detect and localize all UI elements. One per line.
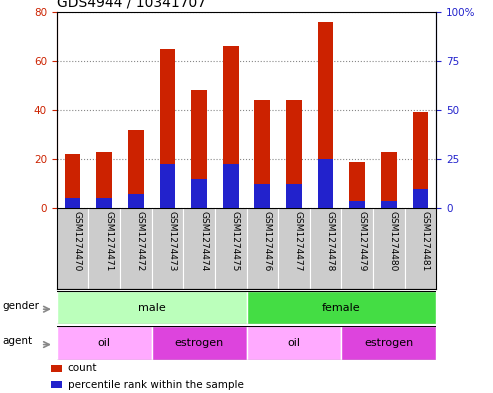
Text: GSM1274472: GSM1274472	[136, 211, 145, 271]
Bar	[254, 184, 270, 208]
Bar	[278, 208, 310, 289]
Bar	[57, 291, 246, 324]
Text: male: male	[138, 303, 166, 312]
Text: GSM1274474: GSM1274474	[199, 211, 208, 271]
Bar	[246, 291, 436, 324]
Bar	[128, 193, 143, 208]
Bar	[405, 208, 436, 289]
Text: oil: oil	[287, 338, 300, 348]
Text: oil: oil	[98, 338, 110, 348]
Bar	[317, 22, 333, 208]
Text: gender: gender	[3, 301, 40, 311]
Text: count: count	[68, 363, 97, 373]
Text: GSM1274480: GSM1274480	[389, 211, 398, 271]
Text: GSM1274471: GSM1274471	[104, 211, 113, 271]
Bar	[51, 381, 62, 388]
Bar	[341, 208, 373, 289]
Bar	[350, 201, 365, 208]
Bar	[57, 208, 88, 289]
Bar	[286, 184, 302, 208]
Bar	[254, 100, 270, 208]
Bar	[152, 326, 246, 360]
Bar	[373, 208, 405, 289]
Text: GDS4944 / 10341707: GDS4944 / 10341707	[57, 0, 206, 9]
Bar	[51, 365, 62, 372]
Text: GSM1274478: GSM1274478	[325, 211, 335, 271]
Bar	[341, 326, 436, 360]
Text: GSM1274481: GSM1274481	[421, 211, 429, 271]
Text: GSM1274473: GSM1274473	[168, 211, 176, 271]
Text: estrogen: estrogen	[364, 338, 414, 348]
Bar	[128, 130, 143, 208]
Bar	[120, 208, 152, 289]
Bar	[350, 162, 365, 208]
Bar	[413, 189, 428, 208]
Bar	[96, 198, 112, 208]
Bar	[160, 49, 176, 208]
Bar	[223, 164, 239, 208]
Bar	[310, 208, 341, 289]
Bar	[96, 152, 112, 208]
Bar	[286, 100, 302, 208]
Bar	[191, 90, 207, 208]
Bar	[246, 208, 278, 289]
Bar	[183, 208, 215, 289]
Text: female: female	[322, 303, 361, 312]
Bar	[160, 164, 176, 208]
Bar	[65, 154, 80, 208]
Bar	[57, 326, 152, 360]
Bar	[413, 112, 428, 208]
Bar	[223, 46, 239, 208]
Bar	[191, 179, 207, 208]
Bar	[152, 208, 183, 289]
Text: percentile rank within the sample: percentile rank within the sample	[68, 380, 244, 389]
Text: GSM1274470: GSM1274470	[72, 211, 81, 271]
Text: GSM1274476: GSM1274476	[262, 211, 271, 271]
Bar	[246, 326, 341, 360]
Bar	[381, 201, 397, 208]
Text: GSM1274477: GSM1274477	[294, 211, 303, 271]
Bar	[65, 198, 80, 208]
Text: agent: agent	[3, 336, 33, 346]
Bar	[215, 208, 246, 289]
Text: estrogen: estrogen	[175, 338, 224, 348]
Text: GSM1274475: GSM1274475	[231, 211, 240, 271]
Bar	[88, 208, 120, 289]
Bar	[381, 152, 397, 208]
Bar	[317, 159, 333, 208]
Text: GSM1274479: GSM1274479	[357, 211, 366, 271]
